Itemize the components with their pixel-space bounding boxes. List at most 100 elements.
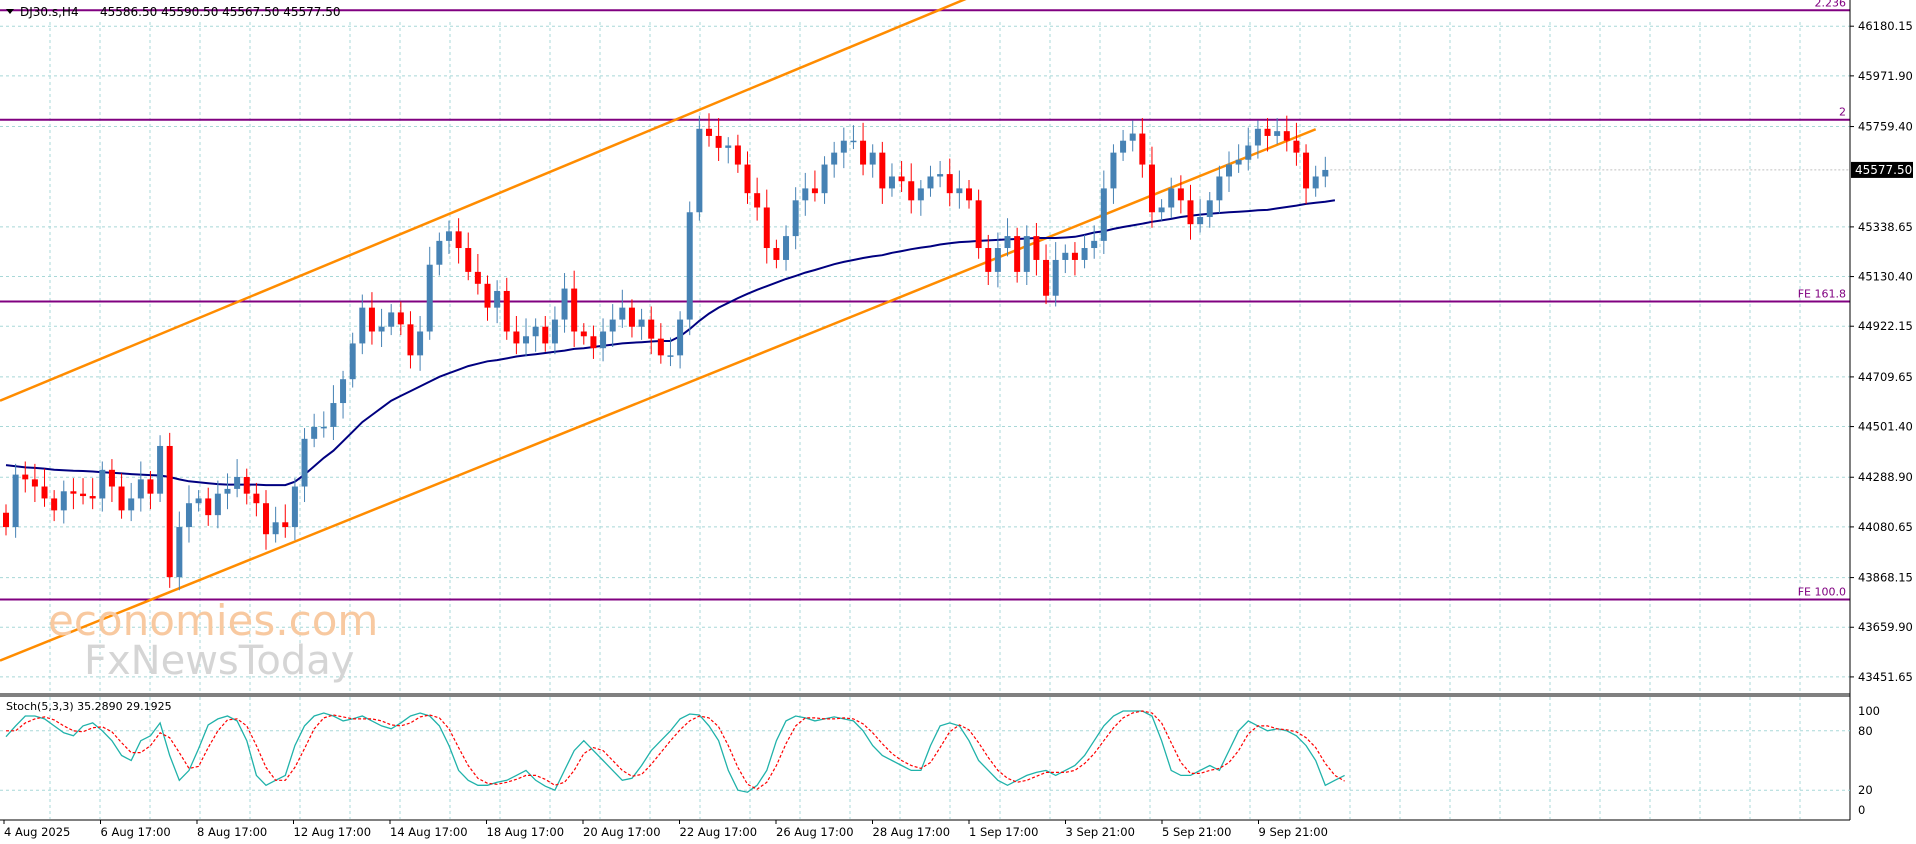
time-axis[interactable]: 4 Aug 2025 6 Aug 17:00 8 Aug 17:00 12 Aug 1… xyxy=(3,820,1328,839)
stoch-label: Stoch(5,3,3) 35.2890 29.1925 xyxy=(6,700,172,713)
candle xyxy=(609,304,616,347)
candle xyxy=(1206,191,1213,228)
candle xyxy=(850,125,857,150)
candle-body xyxy=(1139,133,1146,165)
candle xyxy=(465,232,472,281)
price-tick-label: 46180.15 xyxy=(1858,19,1913,33)
candle-body xyxy=(927,176,934,189)
candle xyxy=(686,201,693,336)
candle xyxy=(1071,242,1078,276)
candle-body xyxy=(128,498,135,511)
candle-body xyxy=(417,331,424,356)
candle-body xyxy=(763,207,770,249)
candle xyxy=(956,170,963,209)
candle xyxy=(715,118,722,161)
candle xyxy=(349,332,356,388)
time-tick-label: 22 Aug 17:00 xyxy=(680,825,758,839)
candle-body xyxy=(648,319,655,339)
candle-body xyxy=(1033,236,1040,260)
candle xyxy=(734,134,741,173)
candle-body xyxy=(1100,188,1107,241)
candle xyxy=(937,160,944,188)
candle-body xyxy=(397,312,404,325)
price-axis[interactable]: 46180.15 45971.90 45759.40 45338.65 45130.40… xyxy=(1850,19,1913,684)
candles xyxy=(3,113,1850,591)
price-tick-label: 44080.65 xyxy=(1858,520,1913,534)
candle-body xyxy=(494,290,501,308)
candle-body xyxy=(1177,188,1184,201)
candle-body xyxy=(1120,140,1127,153)
candle xyxy=(214,480,221,529)
candle-body xyxy=(860,140,867,165)
candle xyxy=(638,308,645,340)
price-tick-label: 45338.65 xyxy=(1858,220,1913,234)
candle-body xyxy=(879,152,886,189)
time-tick-label: 6 Aug 17:00 xyxy=(101,825,171,839)
level-label-1: 2 xyxy=(1839,106,1846,119)
candle-body xyxy=(99,469,106,499)
price-tick-label: 45130.40 xyxy=(1858,270,1913,284)
candle-body xyxy=(571,288,578,332)
candle xyxy=(696,115,703,221)
candle-body xyxy=(166,445,173,578)
channel-lower-line[interactable] xyxy=(0,128,1317,662)
candle-body xyxy=(1293,140,1300,153)
candle-body xyxy=(551,319,558,344)
channel-upper-line[interactable] xyxy=(0,0,969,402)
candle-body xyxy=(831,152,838,165)
stoch-main-line xyxy=(5,710,1345,793)
candle xyxy=(571,270,578,347)
time-tick-label: 9 Sep 21:00 xyxy=(1259,825,1328,839)
candle-body xyxy=(243,476,250,494)
candle-body xyxy=(1129,133,1136,141)
candle-body xyxy=(1206,200,1213,218)
candle xyxy=(12,463,19,538)
symbol-header[interactable]: DJ30.s,H4 45586.50 45590.50 45567.50 455… xyxy=(6,5,340,19)
candle xyxy=(821,156,828,204)
candle xyxy=(542,315,549,352)
candle-body xyxy=(426,264,433,332)
candle-body xyxy=(147,479,154,494)
candle xyxy=(1043,244,1050,305)
stoch-tick-label: 20 xyxy=(1858,783,1873,797)
candle xyxy=(677,311,684,369)
price-tick-label: 45759.40 xyxy=(1858,120,1913,134)
candle-body xyxy=(917,188,924,201)
candle xyxy=(282,504,289,538)
candle-body xyxy=(484,283,491,308)
candle-body xyxy=(590,336,597,349)
candle xyxy=(580,323,587,345)
candle xyxy=(1254,120,1261,159)
candle-body xyxy=(609,319,616,332)
candle xyxy=(41,468,48,507)
candle xyxy=(99,461,106,512)
candle xyxy=(551,306,558,355)
ohlc-values: 45586.50 45590.50 45567.50 45577.50 xyxy=(100,5,340,19)
candle-body xyxy=(137,479,144,499)
dropdown-triangle-icon[interactable] xyxy=(6,9,14,14)
candle-body xyxy=(628,307,635,327)
candle xyxy=(494,280,501,324)
candle-body xyxy=(1014,236,1021,272)
time-tick-label: 26 Aug 17:00 xyxy=(776,825,854,839)
candle-body xyxy=(60,491,67,511)
candle-body xyxy=(744,164,751,194)
candle xyxy=(1062,244,1069,274)
candle xyxy=(1023,225,1030,285)
level-label-3: FE 100.0 xyxy=(1798,586,1846,599)
candle xyxy=(705,113,712,147)
candle-body xyxy=(282,522,289,528)
candle-body xyxy=(1216,176,1223,201)
time-tick-label: 4 Aug 2025 xyxy=(4,825,70,839)
candle-body xyxy=(378,326,385,332)
candle xyxy=(397,301,404,336)
candle-body xyxy=(31,479,38,487)
candle-body xyxy=(677,319,684,356)
candle xyxy=(754,177,761,221)
candle xyxy=(1168,177,1175,219)
candle-body xyxy=(359,307,366,344)
candle-body xyxy=(445,231,452,241)
candle-body xyxy=(1052,259,1059,296)
